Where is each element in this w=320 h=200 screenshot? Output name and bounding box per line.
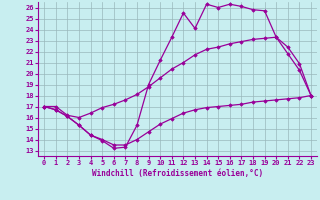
X-axis label: Windchill (Refroidissement éolien,°C): Windchill (Refroidissement éolien,°C) (92, 169, 263, 178)
